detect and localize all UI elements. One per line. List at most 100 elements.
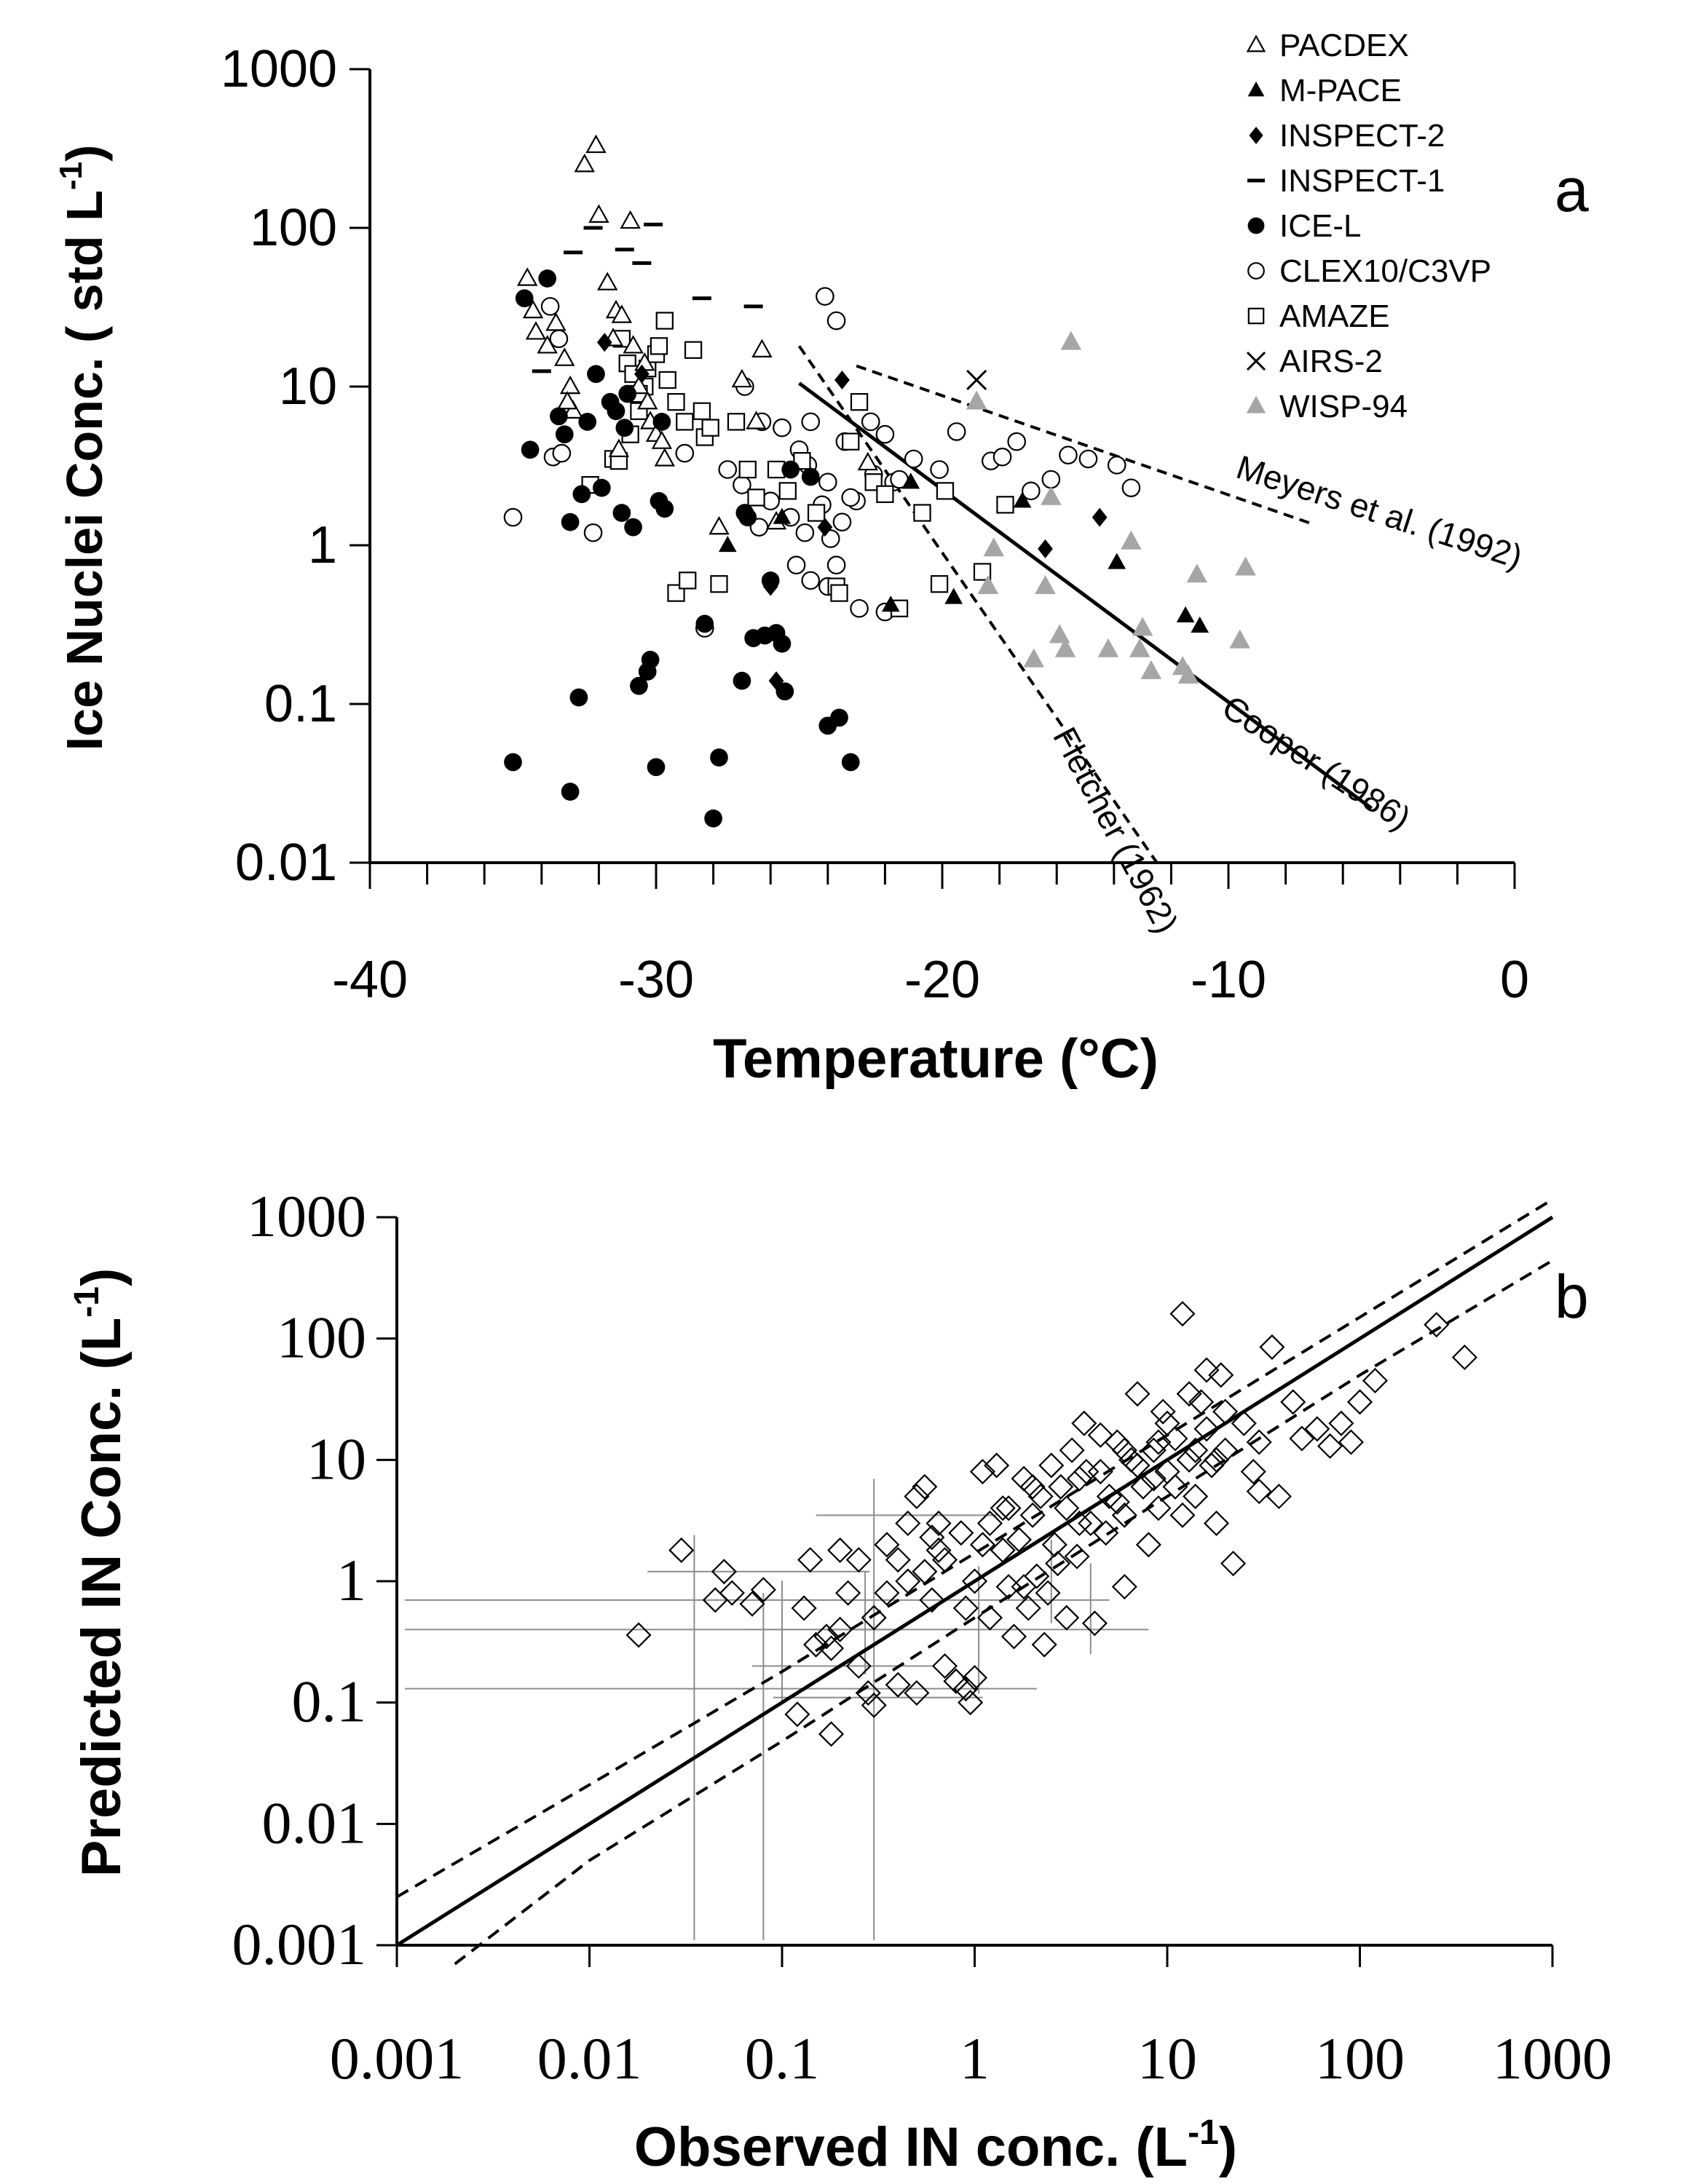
panel-a-point-pacdex <box>611 304 633 323</box>
panel-b-point <box>895 1510 921 1537</box>
panel-a-point-clex10-c3vp <box>1078 449 1098 469</box>
panel-a-point-amaze <box>850 392 869 411</box>
panel-a-point-ice-l <box>607 402 625 421</box>
panel-b-point <box>874 1532 900 1558</box>
panel-b-point <box>1338 1429 1364 1455</box>
panel-a-point-m-pace <box>1191 616 1209 633</box>
panel-a-point-amaze <box>667 392 685 411</box>
panel-a-point-pacdex <box>651 430 673 449</box>
panel-b-point <box>1203 1447 1230 1473</box>
panel-b-point <box>1130 1473 1156 1500</box>
panel-b-x-tick-label: 0.01 <box>537 2025 642 2092</box>
panel-a-point-pacdex <box>857 451 879 471</box>
panel-a-point-wisp-94 <box>1121 530 1142 550</box>
panel-a-point-amaze <box>973 563 992 581</box>
panel-b-point <box>845 1547 872 1573</box>
panel-b-point <box>861 1692 887 1718</box>
panel-a-point-pacdex <box>623 335 644 354</box>
panel-b-x-tick-label: 1 <box>960 2025 990 2092</box>
panel-a-point-wisp-94 <box>1186 563 1208 583</box>
panel-a-line-label-cooper-1986: Cooper (1986) <box>1216 688 1418 837</box>
panel-b-point <box>1346 1389 1373 1415</box>
panel-b-point <box>1162 1473 1188 1500</box>
panel-a-point-clex10-c3vp <box>801 571 821 590</box>
panel-a-point-clex10-c3vp <box>875 424 895 444</box>
panel-a-point-ice-l <box>504 753 522 772</box>
panel-b-y-tick-label: 10 <box>307 1425 366 1492</box>
panel-b-point <box>625 1622 652 1648</box>
panel-a-point-clex10-c3vp <box>850 598 869 618</box>
panel-b-point <box>861 1605 887 1631</box>
panel-a-point-wisp-94 <box>966 390 987 410</box>
panel-a-point-amaze <box>936 482 955 500</box>
panel-b-point <box>1145 1429 1172 1455</box>
panel-b-point <box>845 1653 872 1679</box>
panel-a-point-clex10-c3vp <box>826 555 846 575</box>
panel-a: -40 -30 -20 -10 0 0.01 0.1 1 10 100 1000 Cooper (19… <box>53 28 1589 1090</box>
legend-marker-pacdex <box>1246 34 1266 52</box>
panel-a-point-ice-l <box>781 460 800 479</box>
panel-b-label: b <box>1555 1262 1589 1331</box>
panel-a-point-ice-l <box>612 504 631 522</box>
panel-a-point-clex10-c3vp <box>801 412 821 432</box>
legend-label-airs-2: AIRS-2 <box>1279 344 1383 379</box>
panel-b-point <box>711 1559 737 1585</box>
panel-a-point-wisp-94 <box>1041 486 1062 505</box>
panel-a-point-pacdex <box>554 347 575 366</box>
panel-a-point-pacdex <box>620 210 641 229</box>
panel-a-x-tick-label: -20 <box>904 951 980 1009</box>
panel-a-y-tick-label: 1000 <box>221 40 337 98</box>
panel-b-x-tick-label: 0.1 <box>745 2025 820 2092</box>
panel-a-point-ice-l <box>773 634 792 653</box>
panel-b-point <box>1203 1510 1230 1537</box>
panel-a-line-cooper-1986 <box>798 381 1373 810</box>
panel-b-x-tick-label: 1000 <box>1493 2025 1612 2092</box>
panel-b-point <box>1048 1473 1074 1500</box>
panel-a-point-m-pace <box>773 507 792 524</box>
panel-a-point-wisp-94 <box>983 537 1005 557</box>
panel-a-point-wisp-94 <box>1177 665 1199 684</box>
panel-b-point <box>813 1623 840 1650</box>
panel-b-point <box>1199 1452 1225 1479</box>
panel-a-point-ice-l <box>587 365 605 384</box>
panel-a-point-ice-l <box>624 518 642 537</box>
legend-marker-wisp-94 <box>1246 395 1266 414</box>
legend-label-amaze: AMAZE <box>1279 298 1390 334</box>
panel-b-point <box>1104 1429 1130 1455</box>
legend-marker-inspect-1 <box>1247 178 1265 183</box>
panel-a-point-pacdex <box>588 204 609 223</box>
panel-a-point-inspect-2 <box>634 364 650 384</box>
panel-a-point-amaze <box>913 504 931 522</box>
panel-a-y-tick-label: 0.1 <box>264 675 337 733</box>
panel-a-point-amaze <box>747 488 765 507</box>
panel-a-point-inspect-2 <box>1038 539 1053 558</box>
panel-a-point-ice-l <box>710 748 728 767</box>
panel-a-point-amaze <box>996 496 1014 514</box>
panel-a-point-wisp-94 <box>1049 624 1070 644</box>
panel-b-point <box>1266 1483 1292 1510</box>
panel-a-point-clex10-c3vp <box>1022 481 1041 501</box>
panel-a-point-clex10-c3vp <box>930 460 949 479</box>
panel-b-point <box>1111 1502 1137 1528</box>
panel-b-point <box>904 1679 930 1706</box>
panel-b-x-axis-label-sup: -1 <box>1188 2113 1219 2152</box>
panel-a-point-clex10-c3vp <box>1121 478 1141 497</box>
panel-a-point-pacdex <box>751 339 773 357</box>
panel-a-x-axis-label: Temperature (°C) <box>713 1028 1159 1090</box>
panel-a-point-ice-l <box>830 708 848 727</box>
panel-a-point-pacdex <box>574 153 595 173</box>
panel-a-point-ice-l <box>592 478 611 497</box>
panel-b-point <box>1231 1410 1257 1436</box>
panel-a-point-ice-l <box>578 413 597 431</box>
legend-label-clex10-c3vp: CLEX10/C3VP <box>1279 253 1491 289</box>
panel-b-x-axis-label: Observed IN conc. (L-1) <box>634 2113 1237 2178</box>
panel-b-point <box>818 1721 845 1747</box>
panel-a-point-pacdex <box>556 390 578 410</box>
panel-a-point-ice-l <box>652 413 671 431</box>
panel-a-point-clex10-c3vp <box>826 311 846 331</box>
panel-a-point-pacdex <box>522 299 544 319</box>
panel-b-point <box>1027 1483 1054 1510</box>
panel-b-y-axis-label-tail: ) <box>71 1268 133 1286</box>
panel-b-point <box>984 1452 1010 1479</box>
panel-a-y-tick-label: 10 <box>279 357 337 416</box>
